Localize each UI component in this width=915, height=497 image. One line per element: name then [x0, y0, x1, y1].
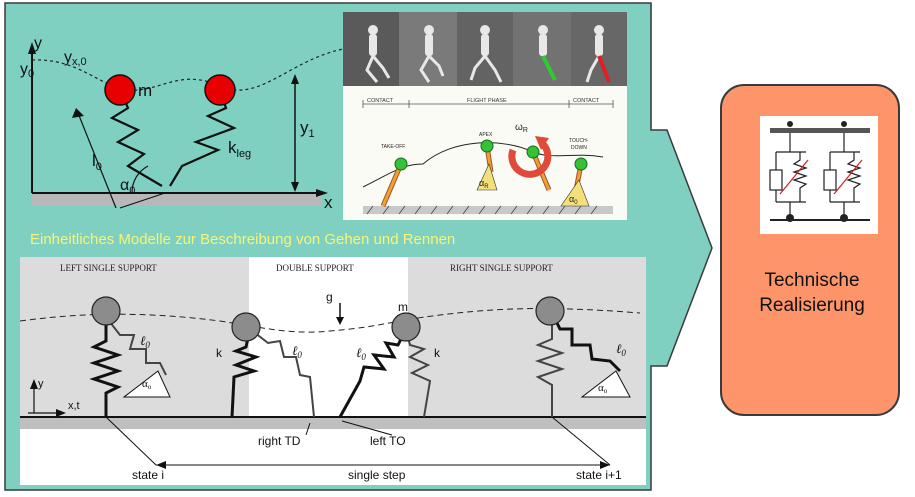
- svg-text:ℓ0: ℓ0: [140, 333, 150, 350]
- svg-text:x,t: x,t: [68, 400, 80, 412]
- tech-label-line1: Technische: [764, 270, 860, 291]
- tech-label: Technische Realisierung: [722, 268, 902, 318]
- svg-text:k: k: [216, 346, 223, 360]
- header-left-single: LEFT SINGLE SUPPORT: [60, 263, 157, 273]
- point-mass-left: [104, 74, 136, 106]
- svg-text:l0: l0: [92, 151, 102, 173]
- spring-damper-diagram: [760, 116, 878, 234]
- right-single-support-zone: [408, 257, 646, 427]
- svg-text:TOUCH-: TOUCH-: [569, 138, 589, 144]
- tech-label-line2: Realisierung: [759, 295, 865, 316]
- svg-text:y0: y0: [20, 61, 34, 80]
- svg-text:αR: αR: [479, 178, 489, 190]
- running-phases-figure: CONTACT FLIGHT PHASE CONTACT: [343, 12, 627, 220]
- state-i-label: state i: [132, 468, 164, 482]
- slip-model-figure: y y0 yx,0 m y1 l0 kleg α0 x: [20, 35, 350, 223]
- svg-text:αo: αo: [142, 378, 152, 391]
- svg-text:ℓ0: ℓ0: [292, 343, 302, 360]
- right-td-label: right TD: [258, 434, 301, 448]
- axis-x-label: x: [324, 193, 333, 212]
- state-i1-label: state i+1: [576, 468, 622, 482]
- technical-realization-box: Technische Realisierung: [720, 84, 900, 416]
- gait-model-figure: LEFT SINGLE SUPPORT DOUBLE SUPPORT RIGHT…: [19, 257, 646, 485]
- svg-text:ℓ0: ℓ0: [356, 345, 366, 362]
- svg-text:m: m: [398, 300, 408, 314]
- svg-text:g: g: [326, 290, 333, 304]
- single-step-label: single step: [348, 468, 406, 482]
- svg-text:FLIGHT PHASE: FLIGHT PHASE: [467, 98, 507, 104]
- svg-text:α0: α0: [569, 194, 578, 206]
- axis-y-label: y: [34, 38, 42, 52]
- svg-text:APEX: APEX: [479, 132, 493, 138]
- caption-text: Einheitliches Modelle zur Beschreibung v…: [30, 231, 456, 248]
- header-double: DOUBLE SUPPORT: [276, 263, 354, 273]
- header-right-single: RIGHT SINGLE SUPPORT: [450, 263, 553, 273]
- svg-text:αo: αo: [598, 382, 608, 395]
- svg-text:k: k: [434, 346, 441, 360]
- svg-text:CONTACT: CONTACT: [573, 98, 600, 104]
- svg-text:TAKE-OFF: TAKE-OFF: [381, 144, 405, 150]
- svg-text:kleg: kleg: [228, 138, 251, 160]
- mass-label: m: [138, 81, 152, 100]
- left-single-support-zone: [20, 257, 249, 427]
- svg-text:CONTACT: CONTACT: [367, 98, 394, 104]
- point-mass-right: [204, 74, 236, 106]
- svg-text:y: y: [38, 378, 44, 390]
- svg-text:ℓ0: ℓ0: [616, 341, 626, 358]
- svg-text:DOWN: DOWN: [571, 145, 587, 151]
- svg-text:ωR: ωR: [515, 122, 528, 134]
- svg-text:y1: y1: [300, 118, 315, 140]
- svg-text:yx,0: yx,0: [64, 49, 87, 68]
- svg-text:α0: α0: [120, 177, 135, 197]
- left-to-label: left TO: [370, 434, 406, 448]
